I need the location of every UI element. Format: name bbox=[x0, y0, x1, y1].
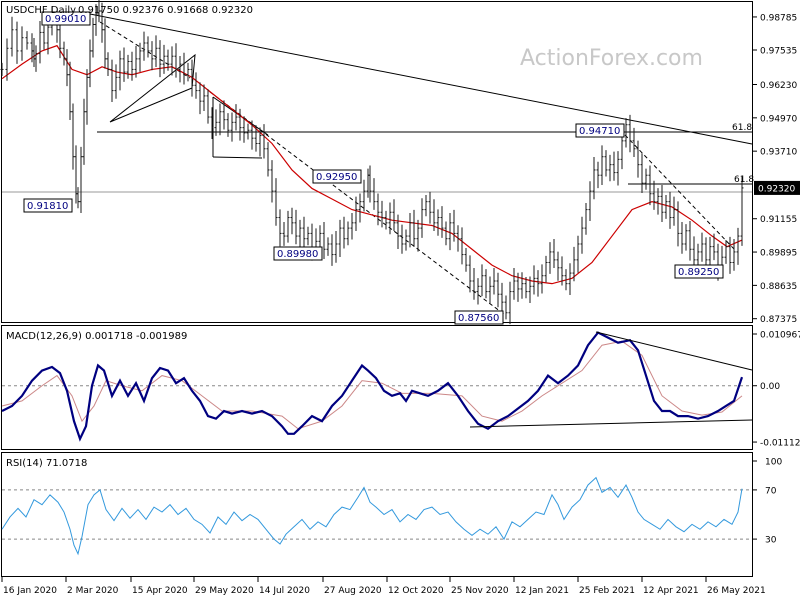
price-panel-frame bbox=[1, 1, 753, 323]
price-tick-label: 0.89895 bbox=[760, 249, 797, 259]
price-annotation-box bbox=[23, 198, 73, 213]
channel-lower bbox=[212, 156, 263, 159]
price-annotation-label: 0.91810 bbox=[27, 201, 68, 212]
triangle-pattern bbox=[109, 53, 196, 123]
price-tick-label: 0.94970 bbox=[760, 114, 797, 124]
rsi-panel-frame bbox=[1, 452, 753, 577]
macd-upper-trendline bbox=[595, 331, 753, 371]
x-tick-label: 15 Apr 2020 bbox=[132, 586, 188, 596]
price-annotation-box bbox=[273, 246, 323, 261]
rsi-panel-title: RSI(14) 71.0718 bbox=[6, 458, 87, 469]
x-tick-label: 25 Nov 2020 bbox=[451, 586, 509, 596]
macd-line bbox=[1, 331, 744, 442]
x-tick-label: 14 Jul 2020 bbox=[259, 586, 310, 596]
x-tick-label: 16 Jan 2020 bbox=[3, 586, 57, 596]
price-annotation-label: 0.89250 bbox=[678, 267, 719, 278]
price-annotations: 0.99010 0.91810 0.89980 0.92950 0.87560 0.947… bbox=[23, 11, 754, 325]
price-tick-label: 0.93710 bbox=[760, 148, 797, 158]
macd-tick-label: -0.011127 bbox=[760, 439, 800, 449]
price-series bbox=[0, 0, 744, 325]
rsi-series bbox=[1, 476, 752, 556]
price-annotation-label: 0.94710 bbox=[579, 126, 620, 137]
price-annotation-label: 0.89980 bbox=[277, 249, 318, 260]
macd-panel-frame bbox=[1, 325, 753, 450]
rsi-tick-label: 100 bbox=[765, 458, 782, 468]
x-tick-label: 26 May 2021 bbox=[707, 586, 766, 596]
fib-label: 61.8 bbox=[732, 123, 752, 133]
price-panel-title: USDCHF Daily bbox=[6, 5, 76, 16]
price-tick-label: 0.87375 bbox=[760, 315, 797, 325]
price-annotation-box bbox=[41, 11, 91, 26]
price-tick-label: 0.98785 bbox=[760, 13, 797, 23]
fib-label: 61.8 bbox=[734, 175, 754, 185]
price-annotation-label: 0.99010 bbox=[45, 14, 86, 25]
rsi-line bbox=[1, 476, 743, 556]
current-price-label: 0.92320 bbox=[758, 184, 795, 194]
x-tick-label: 12 Jan 2021 bbox=[515, 586, 569, 596]
x-tick-label: 2 Mar 2020 bbox=[67, 586, 119, 596]
macd-tick-label: 0.010967 bbox=[760, 331, 800, 341]
x-axis: 16 Jan 2020 2 Mar 2020 15 Apr 2020 29 May 2… bbox=[1, 577, 766, 596]
price-tick-label: 0.97535 bbox=[760, 47, 797, 57]
price-tick-label: 0.91155 bbox=[760, 215, 797, 225]
dashed-downtrend-2 bbox=[209, 91, 506, 316]
price-annotation-box bbox=[575, 123, 625, 138]
price-annotation-label: 0.87560 bbox=[458, 313, 499, 324]
current-price-tag bbox=[754, 180, 800, 195]
x-tick-label: 25 Feb 2021 bbox=[579, 586, 635, 596]
watermark: ActionForex.com bbox=[520, 46, 703, 71]
rsi-tick-label: 30 bbox=[765, 536, 777, 546]
x-tick-label: 12 Oct 2020 bbox=[388, 586, 444, 596]
price-tick-label: 0.88635 bbox=[760, 282, 797, 292]
macd-tick-label: 0.00 bbox=[760, 382, 780, 392]
price-annotation-label: 0.92950 bbox=[316, 172, 357, 183]
macd-panel-title: MACD(12,26,9) 0.001718 -0.001989 bbox=[6, 331, 187, 342]
rsi-tick-label: 70 bbox=[765, 486, 777, 496]
macd-lower-trendline bbox=[469, 419, 753, 428]
price-annotation-box bbox=[674, 264, 724, 279]
ohlc-readout: 0.91750 0.92376 0.91668 0.92320 bbox=[78, 5, 253, 16]
macd-series bbox=[1, 331, 752, 442]
dashed-downtrend-1 bbox=[99, 21, 191, 79]
x-tick-label: 12 Apr 2021 bbox=[643, 586, 699, 596]
rsi-y-axis: 100 70 30 bbox=[752, 458, 782, 546]
price-tick-label: 0.96230 bbox=[760, 81, 797, 91]
price-y-axis: 0.98785 0.97535 0.96230 0.94970 0.93710 0.911… bbox=[752, 13, 800, 325]
macd-y-axis: 0.010967 0.00 -0.011127 bbox=[752, 331, 800, 449]
price-annotation-box bbox=[454, 310, 504, 325]
long-term-resistance-line bbox=[89, 13, 753, 145]
dashed-downtrend-3 bbox=[624, 134, 736, 251]
price-annotation-box bbox=[312, 169, 362, 184]
x-tick-label: 27 Aug 2020 bbox=[324, 586, 382, 596]
x-tick-label: 29 May 2020 bbox=[195, 586, 254, 596]
